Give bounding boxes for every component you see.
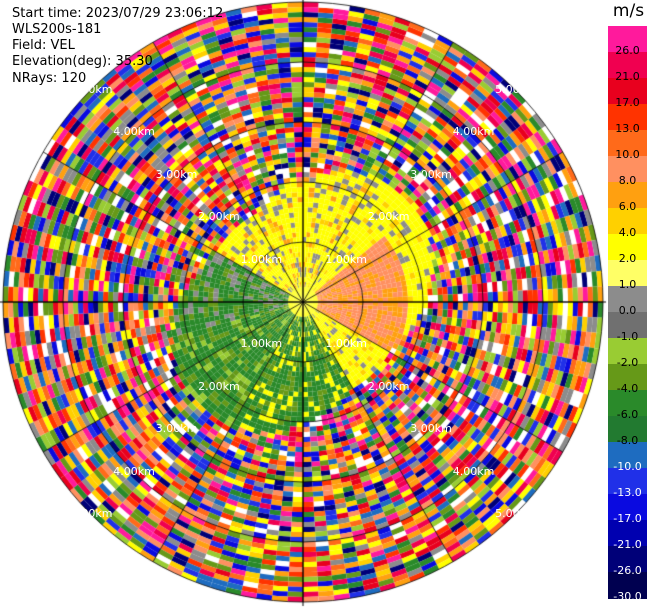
range-label: 1.00km: [325, 337, 367, 351]
colorbar-tick-label: 2.0: [618, 252, 637, 265]
colorbar-cell: [608, 546, 647, 573]
range-label: 3.00km: [410, 422, 452, 436]
colorbar-tick-label: -30.0: [613, 590, 642, 603]
colorbar-tick-label: -2.0: [616, 356, 639, 369]
colorbar-cell: [608, 572, 647, 599]
elevation-label: Elevation(deg): 35.30: [12, 54, 153, 69]
colorbar-cell: [608, 416, 647, 443]
range-label: 4.00km: [452, 125, 495, 139]
range-label: 3.00km: [155, 422, 198, 436]
colorbar-tick-label: 17.0: [615, 96, 640, 109]
colorbar-tick-label: -8.0: [616, 434, 639, 447]
colorbar-tick-label: -4.0: [616, 382, 639, 395]
range-label: 2.00km: [367, 379, 410, 393]
colorbar-unit: m/s: [612, 1, 645, 21]
colorbar-tick-label: 13.0: [615, 122, 640, 135]
nrays-label: NRays: 120: [12, 71, 87, 86]
range-label: 5.00km: [495, 82, 537, 96]
colorbar-tick-label: -13.0: [613, 486, 642, 499]
colorbar-tick-label: -1.0: [616, 330, 639, 343]
range-label: 2.00km: [198, 379, 240, 393]
colorbar-tick-label: 21.0: [615, 70, 640, 83]
colorbar-cell: [608, 26, 647, 53]
range-label: 4.00km: [113, 464, 155, 478]
range-label: 5.00km: [70, 82, 113, 96]
colorbar-tick-label: -6.0: [616, 408, 639, 421]
colorbar-tick-label: 6.0: [618, 200, 637, 213]
colorbar-cell: [608, 312, 647, 339]
colorbar-cell: [608, 260, 647, 287]
colorbar-tick-label: -21.0: [613, 538, 642, 551]
colorbar-tick-label: 4.0: [618, 226, 637, 239]
colorbar-cell: [608, 104, 647, 131]
colorbar-cell: [608, 390, 647, 417]
range-label: 2.00km: [198, 210, 240, 224]
colorbar-tick-label: 1.0: [618, 278, 637, 291]
colorbar-cell: [608, 52, 647, 79]
start-time-label: Start time: 2023/07/29 23:06:12: [12, 6, 224, 21]
field-label: Field: VEL: [12, 38, 75, 53]
colorbar-cell: [608, 468, 647, 495]
colorbar-cell: [608, 442, 647, 469]
colorbar-tick-label: -17.0: [613, 512, 642, 525]
range-label: 2.00km: [367, 210, 410, 224]
colorbar-cell: [608, 182, 647, 209]
colorbar-cell: [608, 78, 647, 105]
colorbar-cell: [608, 338, 647, 365]
range-label: 3.00km: [410, 167, 452, 181]
range-label: 5.00km: [70, 507, 113, 521]
colorbar-cell: [608, 234, 647, 261]
station-label: WLS200s-181: [12, 22, 102, 37]
range-label: 1.00km: [240, 337, 283, 351]
colorbar-tick-label: 26.0: [615, 44, 640, 57]
colorbar-tick-label: 0.0: [618, 304, 637, 317]
range-label: 1.00km: [325, 252, 367, 266]
range-label: 4.00km: [452, 464, 495, 478]
colorbar-tick-label: -10.0: [613, 460, 642, 473]
colorbar-cell: [608, 494, 647, 521]
range-label: 5.00km: [495, 507, 537, 521]
colorbar-cell: [608, 156, 647, 183]
colorbar-tick-label: 10.0: [615, 148, 640, 161]
colorbar-cell: [608, 364, 647, 391]
colorbar-tick-label: 8.0: [618, 174, 637, 187]
colorbar-tick-label: -26.0: [613, 564, 642, 577]
colorbar: 26.0 21.0 17.0 13.0 10.0 8.0 6.0 4.0 2.0 1.0 0.0 -1…: [608, 26, 647, 603]
colorbar-cell: [608, 130, 647, 157]
range-label: 1.00km: [240, 252, 283, 266]
colorbar-cell: [608, 520, 647, 547]
colorbar-cell: [608, 208, 647, 235]
colorbar-cell: [608, 286, 647, 313]
range-label: 3.00km: [155, 167, 198, 181]
range-label: 4.00km: [113, 125, 155, 139]
